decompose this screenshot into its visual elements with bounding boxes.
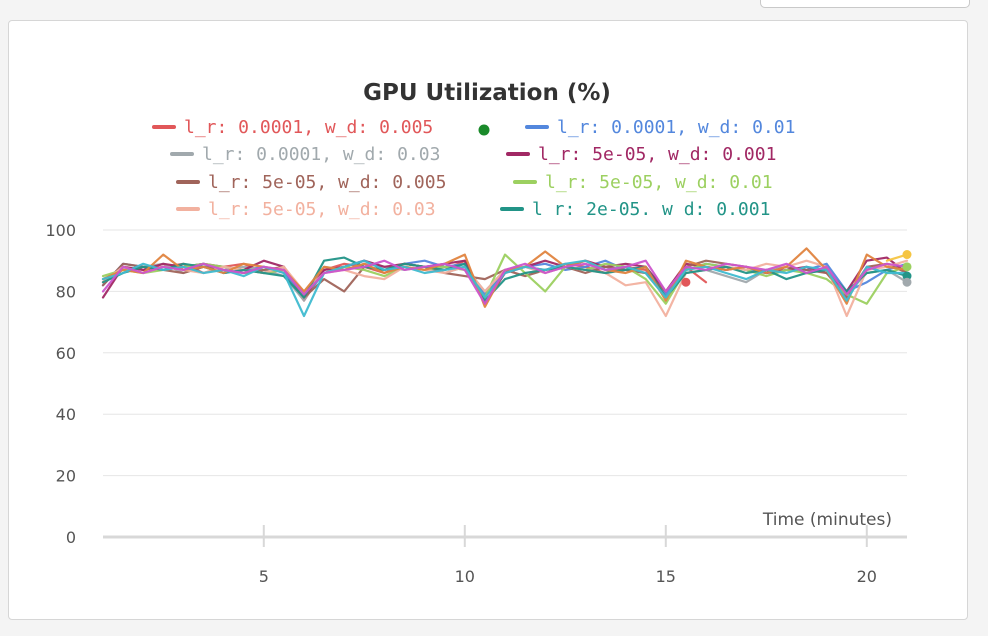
y-tick-label-100: 100: [45, 221, 76, 240]
x-axis-title: Time (minutes): [762, 510, 892, 530]
top-tab-outline: [760, 0, 970, 8]
y-tick-label-0: 0: [66, 528, 76, 547]
series-end-marker-1: [681, 277, 691, 287]
series-line-10: [101, 259, 909, 318]
series-line-11: [101, 259, 909, 305]
legend-label-5: l_r: 5e-05, w_d: 0.005: [208, 172, 446, 193]
legend-status-dot: [478, 124, 490, 136]
legend-label-6: l_r: 5e-05, w_d: 0.01: [545, 172, 773, 193]
legend-label-1: l_r: 0.0001, w_d: 0.005: [184, 117, 433, 138]
chart-title: GPU Utilization (%): [363, 80, 611, 106]
x-tick-label-20: 20: [857, 567, 877, 586]
legend-label-2: l_r: 0.0001, w_d: 0.01: [557, 117, 795, 138]
chart-panel: [8, 20, 968, 620]
legend-label-3: l_r: 0.0001, w_d: 0.03: [202, 144, 440, 165]
series-end-marker-3: [902, 262, 912, 272]
legend-label-7: l_r: 5e-05, w_d: 0.03: [208, 199, 436, 220]
y-tick-label-40: 40: [56, 405, 76, 424]
y-tick-label-20: 20: [56, 467, 76, 486]
x-tick-label-5: 5: [259, 567, 269, 586]
y-tick-label-80: 80: [56, 282, 76, 301]
y-tick-label-60: 60: [56, 344, 76, 363]
legend-label-4: l_r: 5e-05, w_d: 0.001: [538, 144, 776, 165]
legend-label-8: l r: 2e-05. w d: 0.001: [532, 199, 770, 220]
x-tick-label-10: 10: [455, 567, 475, 586]
x-tick-label-15: 15: [656, 567, 676, 586]
series-end-marker-2: [902, 250, 912, 260]
series-end-marker-5: [902, 277, 912, 287]
